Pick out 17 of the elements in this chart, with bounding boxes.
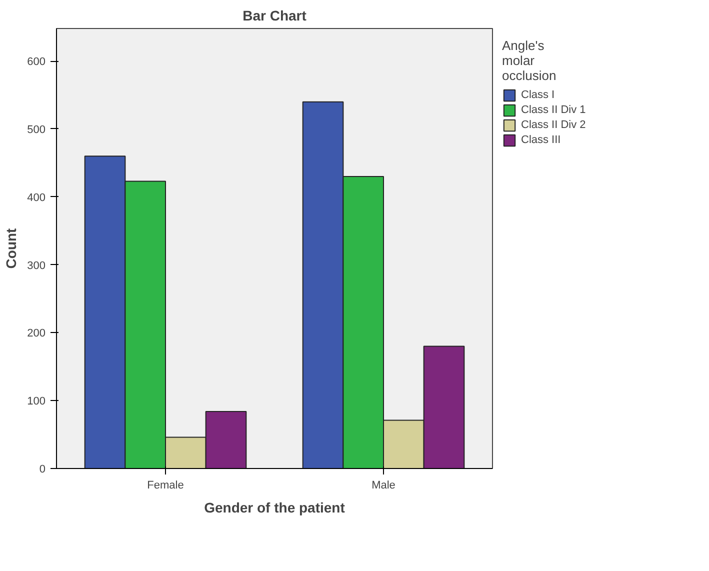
x-axis-title: Gender of the patient — [204, 500, 346, 516]
legend-label: Class I — [521, 88, 555, 102]
legend-label: Class II Div 1 — [521, 103, 586, 117]
x-tick-label: Female — [147, 480, 184, 492]
y-axis-title: Count — [3, 228, 20, 269]
y-tick-label: 200 — [27, 328, 46, 340]
y-tick-label: 600 — [27, 56, 46, 68]
legend-title: Angle's molar occlusion — [502, 38, 558, 83]
y-tick-label: 400 — [27, 192, 46, 204]
x-tick-label: Male — [372, 480, 396, 492]
chart-title: Bar Chart — [242, 8, 307, 24]
y-tick-label: 0 — [39, 464, 46, 476]
y-tick-label: 100 — [27, 396, 46, 408]
legend-label: Class II Div 2 — [521, 118, 586, 132]
legend-label: Class III — [521, 133, 561, 147]
y-tick-label: 500 — [27, 124, 46, 136]
y-tick-label: 300 — [27, 260, 46, 272]
